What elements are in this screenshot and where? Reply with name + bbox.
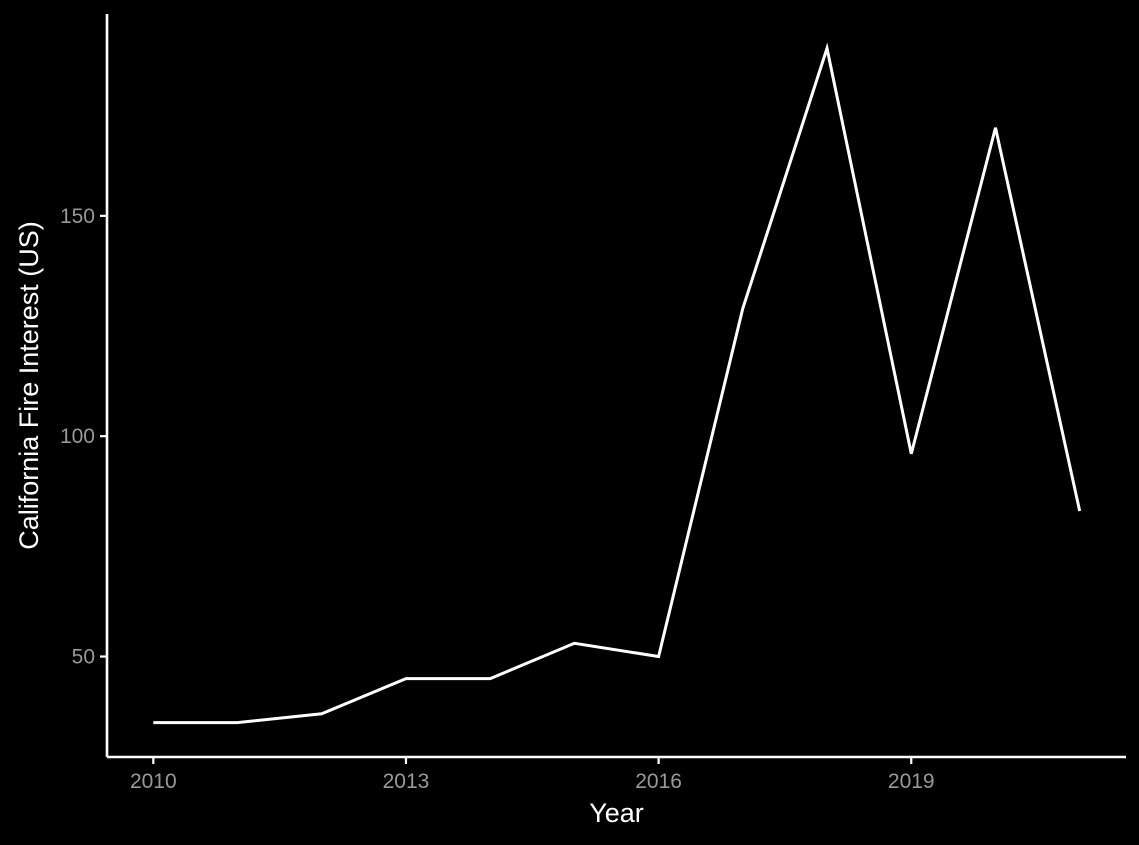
y-axis-title: California Fire Interest (US) [14, 221, 44, 550]
y-axis-ticks: 50 100 150 [60, 205, 107, 669]
x-tick-label: 2013 [383, 770, 430, 793]
series-group [153, 42, 1082, 725]
x-tick-label: 2016 [635, 770, 682, 793]
x-tick-label: 2010 [130, 770, 177, 793]
x-tick-label: 2019 [888, 770, 935, 793]
x-axis-ticks: 2010 2013 2016 2019 [130, 757, 935, 793]
series-line [153, 42, 1082, 725]
y-tick-label: 50 [72, 646, 95, 669]
y-tick-label: 100 [60, 425, 95, 448]
x-axis-title: Year [589, 798, 644, 828]
y-tick-label: 150 [60, 205, 95, 228]
